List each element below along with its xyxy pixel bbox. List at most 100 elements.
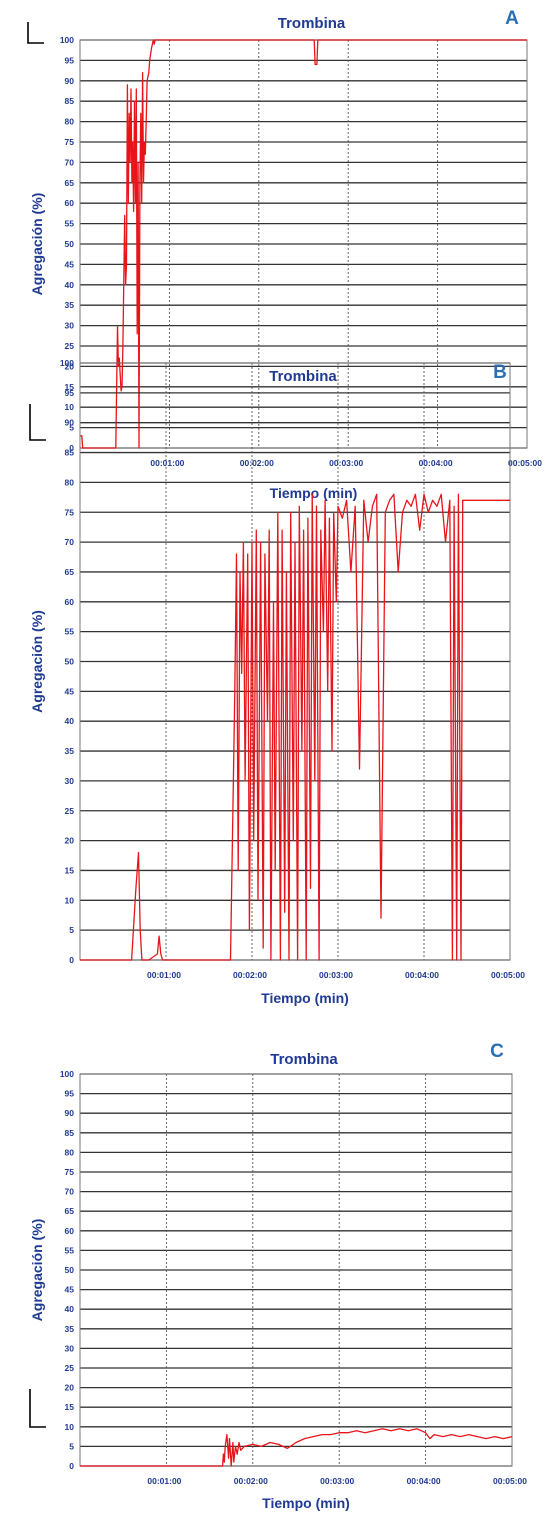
chart-title: Trombina [270,1051,338,1068]
y-tick-label: 100 [60,1069,74,1079]
y-tick-label: 10 [65,895,75,905]
y-tick-label: 95 [65,388,75,398]
chart-panel-b: 0510152025303540455055606570758085909510… [29,358,525,1006]
y-tick-label: 40 [65,1304,75,1314]
y-tick-label: 25 [65,1363,75,1373]
y-tick-label: 0 [69,955,74,965]
y-tick-label: 40 [65,280,75,290]
y-tick-label: 20 [65,836,75,846]
x-tick-label: 00:01:00 [147,1476,181,1486]
y-tick-label: 35 [65,300,75,310]
y-tick-label: 5 [69,925,74,935]
series-line [80,493,510,961]
y-tick-label: 50 [65,1265,75,1275]
y-tick-label: 35 [65,746,75,756]
y-axis-label: Agregación (%) [29,1219,45,1322]
x-tick-label: 00:04:00 [405,970,439,980]
y-tick-label: 70 [65,537,75,547]
x-axis-label: Tiempo (min) [261,990,349,1006]
y-axis-label: Agregación (%) [29,193,45,296]
y-tick-label: 80 [65,1147,75,1157]
y-tick-label: 95 [65,55,75,65]
y-tick-label: 55 [65,1245,75,1255]
y-tick-label: 40 [65,716,75,726]
y-tick-label: 70 [65,1187,75,1197]
y-tick-label: 15 [65,382,75,392]
y-tick-label: 45 [65,686,75,696]
y-tick-label: 20 [65,1383,75,1393]
y-tick-label: 50 [65,657,75,667]
x-axis-label: Tiempo (min) [262,1495,350,1511]
x-axis-label: Tiempo (min) [270,485,358,501]
x-tick-label: 00:05:00 [493,1476,527,1486]
y-tick-label: 25 [65,341,75,351]
y-tick-label: 30 [65,1343,75,1353]
y-tick-label: 75 [65,1167,75,1177]
x-tick-label: 00:02:00 [240,458,274,468]
y-tick-label: 100 [60,358,74,368]
series-line [80,39,527,449]
threshold-marker [29,1389,46,1428]
y-tick-label: 55 [65,219,75,229]
y-tick-label: 50 [65,239,75,249]
plot-frame [79,1073,513,1467]
y-tick-label: 15 [65,1402,75,1412]
y-tick-label: 95 [65,1089,75,1099]
y-tick-label: 60 [65,198,75,208]
x-tick-label: 00:04:00 [419,458,453,468]
y-tick-label: 80 [65,477,75,487]
y-tick-label: 30 [65,321,75,331]
y-tick-label: 35 [65,1324,75,1334]
panel-letter: A [505,8,519,29]
plot-frame [79,362,511,961]
y-tick-label: 30 [65,776,75,786]
y-tick-label: 60 [65,597,75,607]
y-tick-label: 75 [65,507,75,517]
x-tick-label: 00:04:00 [407,1476,441,1486]
x-tick-label: 00:03:00 [320,1476,354,1486]
chart-title: Trombina [269,368,337,385]
panel-letter: B [493,362,507,383]
y-tick-label: 0 [69,443,74,453]
y-tick-label: 5 [69,423,74,433]
y-tick-label: 20 [65,361,75,371]
chart-panel-c: 0 5 10 15 20 25 30 35 40 45 50 55 60 65 70 75 80 85 90 95 10… [29,1041,527,1511]
x-tick-label: 00:02:00 [234,1476,268,1486]
y-tick-label: 75 [65,137,75,147]
y-tick-label: 90 [65,418,75,428]
y-tick-label: 100 [60,35,74,45]
panel-letter: C [490,1041,504,1062]
x-tick-label: 00:05:00 [508,458,542,468]
y-tick-label: 80 [65,117,75,127]
chart-title: Trombina [278,15,346,32]
y-tick-label: 10 [65,1422,75,1432]
y-tick-label: 85 [65,96,75,106]
y-tick-label: 60 [65,1226,75,1236]
threshold-marker [27,22,44,44]
y-tick-label: 45 [65,259,75,269]
series-line [80,1428,513,1467]
y-tick-label: 65 [65,567,75,577]
y-tick-label: 10 [65,402,75,412]
y-axis-label: Agregación (%) [29,610,45,713]
threshold-marker [29,404,46,441]
x-tick-label: 00:01:00 [147,970,181,980]
y-tick-label: 85 [65,448,75,458]
x-tick-label: 00:03:00 [329,458,363,468]
y-tick-label: 25 [65,806,75,816]
x-tick-label: 00:05:00 [491,970,525,980]
y-tick-label: 0 [69,1461,74,1471]
y-tick-label: 5 [69,1441,74,1451]
y-tick-label: 90 [65,1108,75,1118]
y-tick-label: 45 [65,1285,75,1295]
y-tick-label: 55 [65,627,75,637]
x-tick-label: 00:03:00 [319,970,353,980]
y-tick-label: 85 [65,1128,75,1138]
y-tick-label: 90 [65,76,75,86]
x-tick-label: 00:01:00 [150,458,184,468]
y-tick-label: 70 [65,157,75,167]
chart-panel-a: 0 5 10 15 20 25 30 35 40 45 50 55 60 65 70 75 80 85 90 95 10… [27,8,542,501]
y-tick-label: 65 [65,178,75,188]
x-tick-label: 00:02:00 [233,970,267,980]
